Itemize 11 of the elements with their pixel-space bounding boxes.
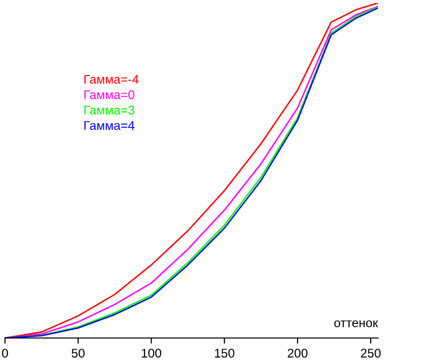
x-tick-label: 250 [360, 348, 381, 358]
x-tick-label: 100 [142, 348, 162, 358]
x-tick-label: 0 [2, 348, 8, 358]
x-tick-label: 50 [72, 348, 85, 358]
x-tick-label: 150 [214, 348, 234, 358]
text: Гамма=4 [84, 121, 134, 130]
text: Гамма=-4 [84, 75, 139, 84]
x-axis-title: оттенок [334, 320, 378, 328]
text: Гамма=0 [84, 90, 134, 100]
text: Гамма=3 [84, 106, 134, 115]
x-tick-label: 200 [288, 348, 308, 358]
